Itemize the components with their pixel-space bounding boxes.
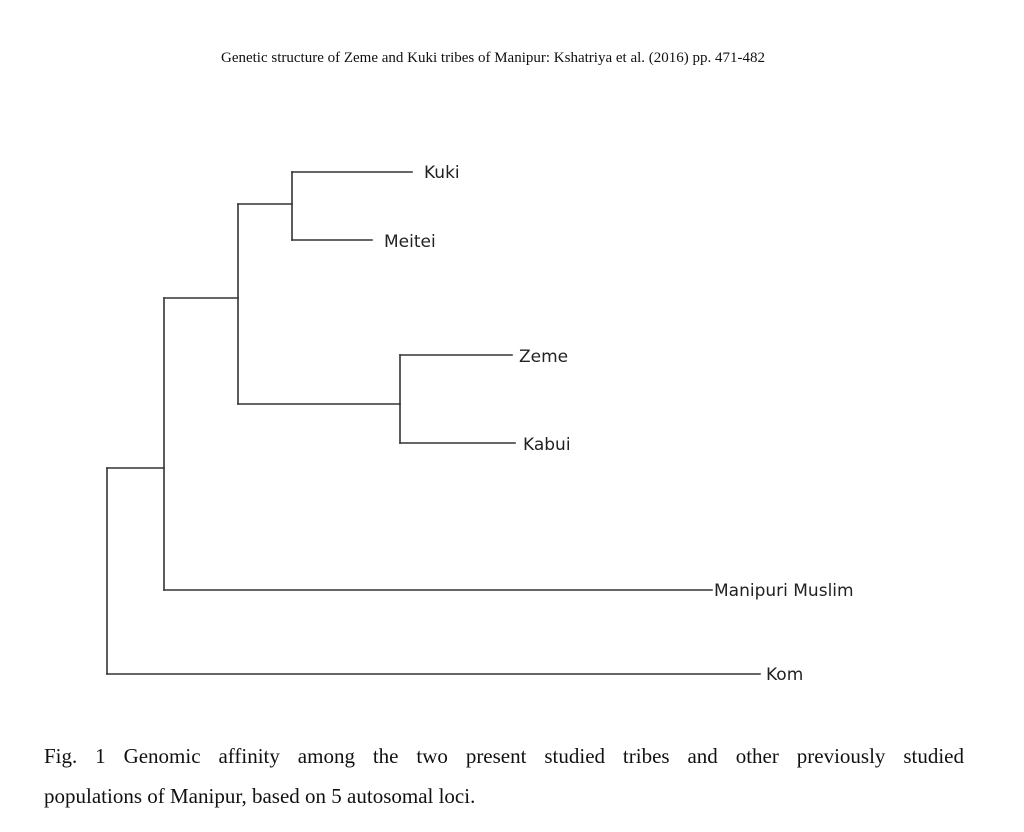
leaf-label-kabui: Kabui — [523, 435, 571, 455]
caption-line-2: populations of Manipur, based on 5 autos… — [44, 784, 476, 808]
leaf-label-meitei: Meitei — [384, 232, 436, 252]
leaf-label-kuki: Kuki — [424, 163, 460, 183]
figure-caption: Fig. 1 Genomic affinity among the two pr… — [44, 736, 964, 816]
running-header: Genetic structure of Zeme and Kuki tribe… — [220, 50, 765, 66]
leaf-label-zeme: Zeme — [519, 347, 568, 367]
leaf-label-kom: Kom — [766, 665, 803, 685]
caption-line-1: Fig. 1 Genomic affinity among the two pr… — [44, 744, 964, 768]
leaf-label-manipuri-muslim: Manipuri Muslim — [714, 581, 854, 601]
